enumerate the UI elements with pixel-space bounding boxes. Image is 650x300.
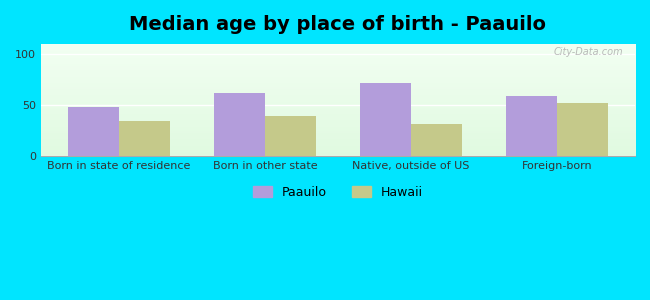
Bar	[68, 107, 119, 156]
Bar	[214, 93, 265, 156]
Title: Median age by place of birth - Paauilo: Median age by place of birth - Paauilo	[129, 15, 547, 34]
Bar	[557, 103, 608, 156]
Bar	[411, 124, 462, 156]
Bar	[506, 96, 557, 156]
Bar	[119, 121, 170, 156]
Legend: Paauilo, Hawaii: Paauilo, Hawaii	[248, 181, 428, 204]
Text: City-Data.com: City-Data.com	[554, 47, 623, 57]
Bar	[265, 116, 316, 156]
Bar	[360, 83, 411, 156]
